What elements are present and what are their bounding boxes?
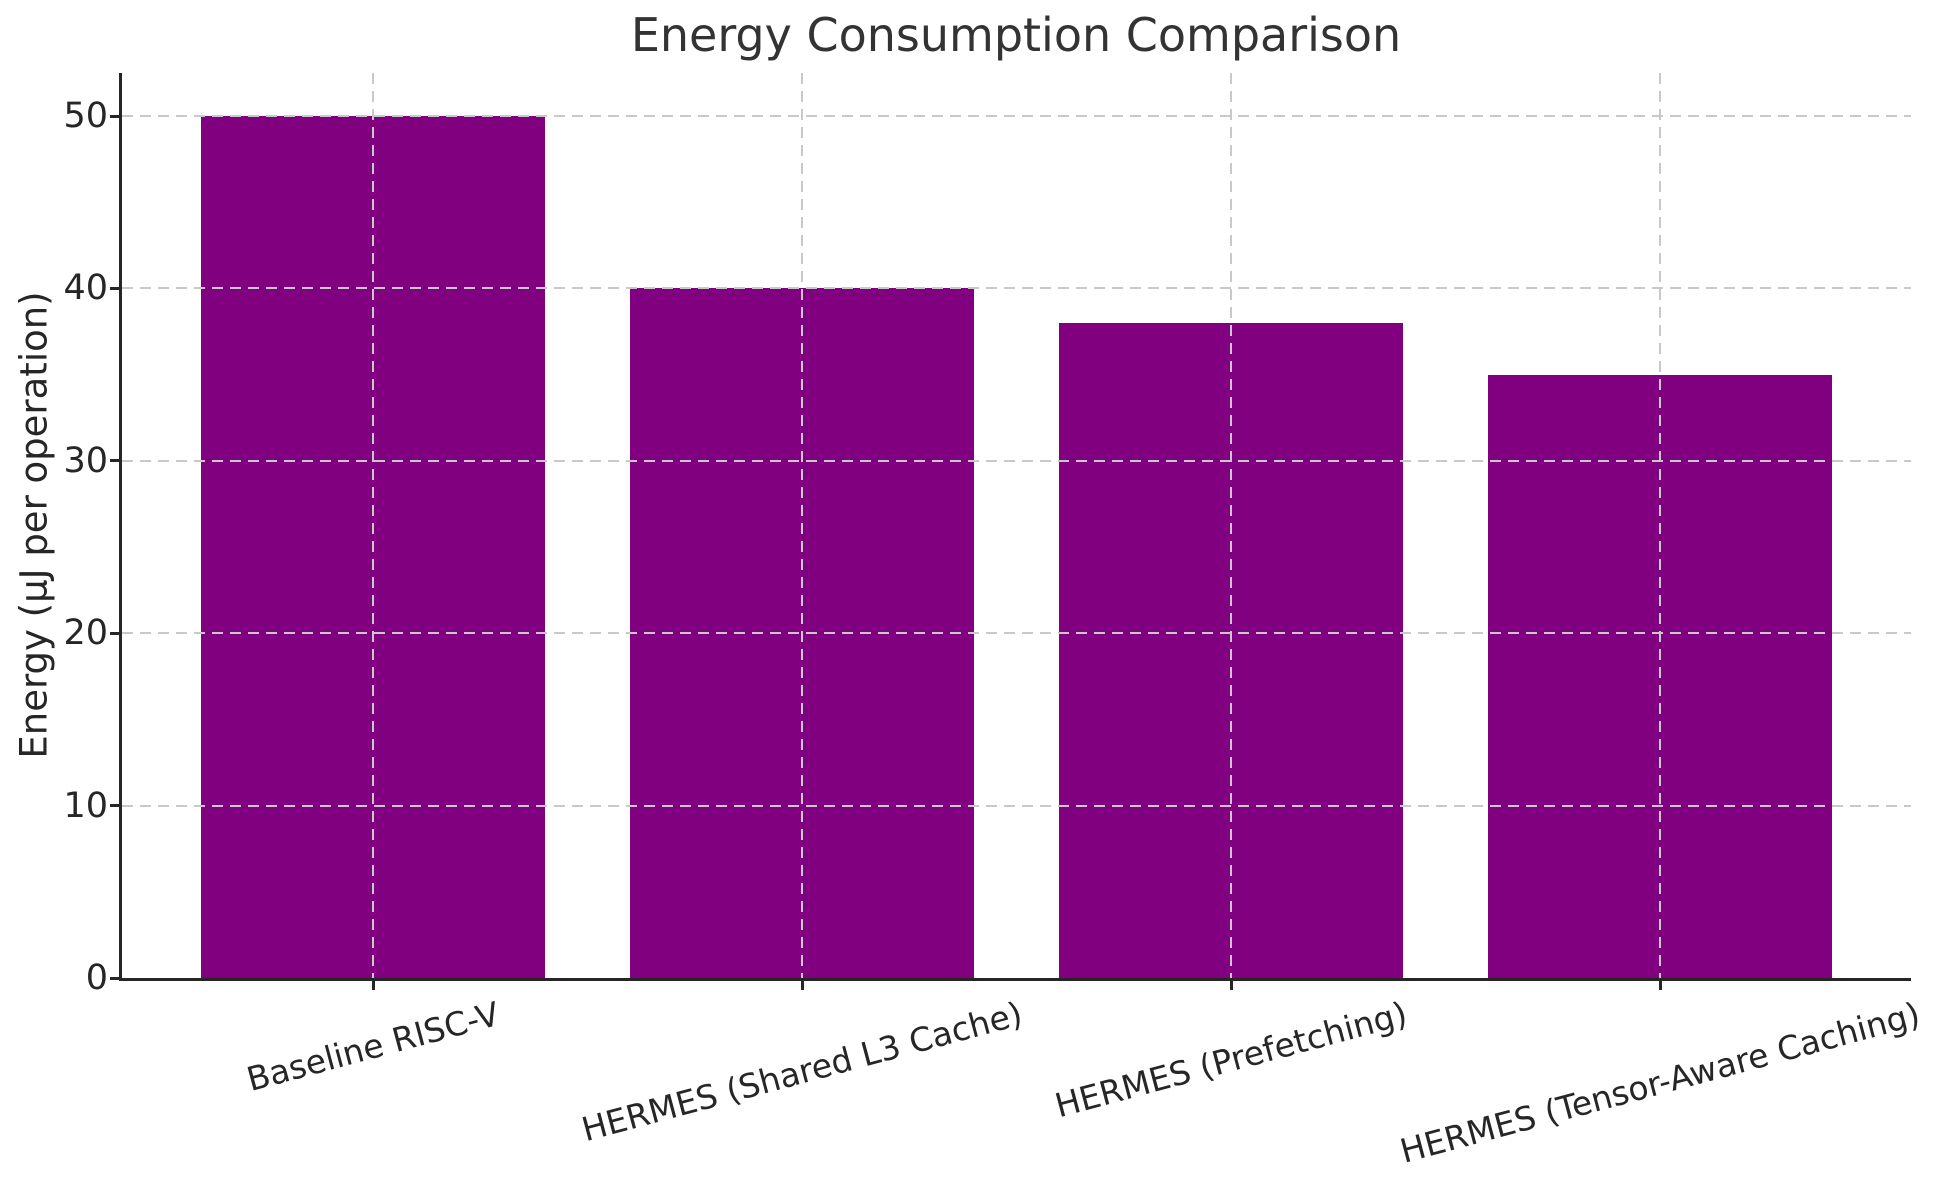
- chart-title: Energy Consumption Comparison: [630, 8, 1402, 62]
- y-axis-spine: [119, 73, 122, 981]
- gridline-horizontal: [122, 632, 1911, 635]
- x-tick-mark: [1229, 981, 1233, 990]
- y-tick-label: 50: [63, 96, 108, 137]
- y-tick-mark: [110, 631, 119, 635]
- gridline-vertical: [1230, 73, 1232, 978]
- x-tick-label: Baseline RISC-V: [242, 993, 504, 1099]
- gridline-vertical: [372, 73, 374, 978]
- y-tick-mark: [110, 286, 119, 290]
- gridline-horizontal: [122, 459, 1911, 462]
- x-tick-label: HERMES (Prefetching): [1050, 993, 1412, 1126]
- y-tick-mark: [110, 459, 119, 463]
- gridline-horizontal: [122, 804, 1911, 807]
- y-tick-label: 40: [63, 268, 108, 309]
- gridline-vertical: [1659, 73, 1661, 978]
- y-tick-label: 10: [63, 785, 108, 826]
- x-tick-mark: [371, 981, 375, 990]
- y-tick-label: 30: [63, 440, 108, 481]
- gridline-horizontal: [122, 115, 1911, 118]
- x-tick-label: HERMES (Tensor-Aware Caching): [1395, 993, 1925, 1171]
- y-tick-mark: [110, 804, 119, 808]
- x-tick-mark: [800, 981, 804, 990]
- plot-area: [122, 73, 1911, 978]
- y-tick-label: 20: [63, 613, 108, 654]
- y-tick-mark: [110, 976, 119, 980]
- gridline-vertical: [801, 73, 803, 978]
- x-axis-spine: [119, 978, 1911, 981]
- y-tick-mark: [110, 114, 119, 118]
- gridline-horizontal: [122, 287, 1911, 290]
- y-axis-label: Energy (μJ per operation): [12, 291, 56, 759]
- x-tick-label: HERMES (Shared L3 Cache): [577, 993, 1027, 1150]
- x-tick-mark: [1658, 981, 1662, 990]
- y-tick-label: 0: [85, 958, 108, 998]
